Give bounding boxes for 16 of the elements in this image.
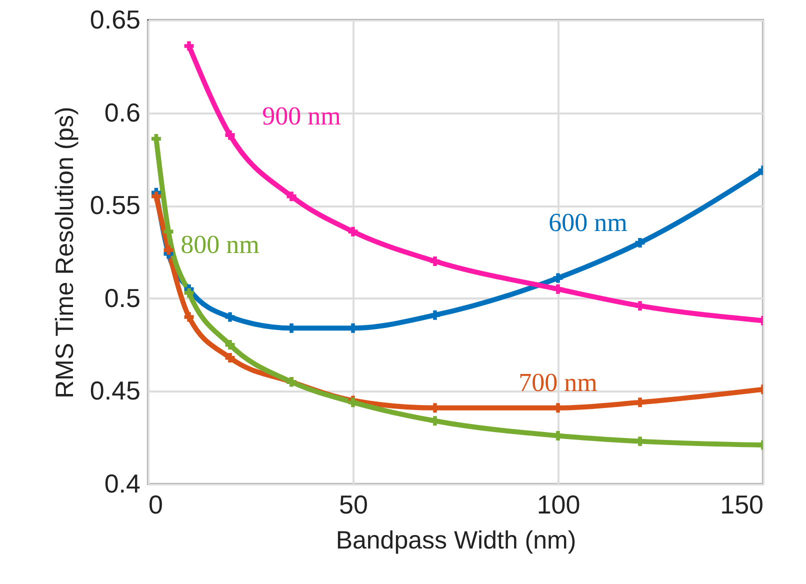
x-tick-label: 50 [339, 490, 368, 520]
x-tick-label: 100 [536, 490, 580, 520]
series-label: 800 nm [180, 230, 260, 259]
y-tick-label: 0.45 [90, 376, 140, 406]
y-tick-label: 0.55 [90, 190, 140, 220]
y-tick-label: 0.5 [104, 282, 140, 313]
series-label: 600 nm [548, 208, 628, 237]
x-axis-title: Bandpass Width (nm) [336, 526, 576, 554]
y-tick-label: 0.4 [104, 468, 140, 498]
y-axis-title: RMS Time Resolution (ps) [50, 106, 79, 398]
y-tick-label: 0.65 [90, 4, 140, 34]
series-label: 700 nm [518, 368, 598, 397]
x-tick-label: 150 [720, 490, 764, 520]
x-tick-label: 0 [148, 490, 163, 520]
series-label: 900 nm [262, 101, 341, 130]
y-tick-label: 0.6 [104, 97, 140, 128]
